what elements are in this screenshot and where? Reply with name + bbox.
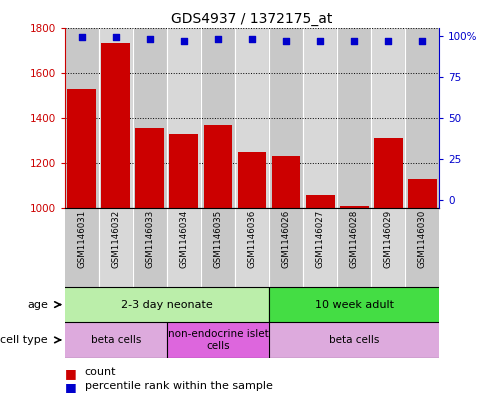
Point bbox=[248, 36, 256, 42]
Bar bbox=[99, 208, 133, 287]
Bar bbox=[405, 208, 439, 287]
Point bbox=[78, 34, 86, 40]
Text: GSM1146029: GSM1146029 bbox=[384, 210, 393, 268]
Text: GSM1146032: GSM1146032 bbox=[111, 210, 120, 268]
Bar bbox=[99, 208, 133, 287]
Bar bbox=[405, 28, 439, 208]
Bar bbox=[133, 28, 167, 208]
Text: GSM1146026: GSM1146026 bbox=[281, 210, 290, 268]
Text: beta cells: beta cells bbox=[91, 335, 141, 345]
Bar bbox=[235, 208, 269, 287]
Bar bbox=[167, 208, 201, 287]
Bar bbox=[238, 152, 266, 208]
Bar bbox=[374, 138, 403, 208]
Bar bbox=[101, 43, 130, 208]
Bar bbox=[303, 208, 337, 287]
Point bbox=[112, 34, 120, 40]
Point bbox=[316, 37, 324, 44]
Bar bbox=[269, 287, 439, 322]
Text: age: age bbox=[27, 299, 48, 310]
Bar bbox=[65, 287, 269, 322]
Bar bbox=[269, 322, 439, 358]
Bar bbox=[167, 322, 269, 358]
Point bbox=[146, 36, 154, 42]
Bar bbox=[337, 208, 371, 287]
Text: non-endocrine islet
cells: non-endocrine islet cells bbox=[168, 329, 268, 351]
Bar bbox=[201, 208, 235, 287]
Point bbox=[180, 37, 188, 44]
Bar bbox=[235, 28, 269, 208]
Point bbox=[214, 36, 222, 42]
Bar bbox=[135, 128, 164, 208]
Bar bbox=[303, 208, 337, 287]
Point bbox=[350, 37, 358, 44]
Bar bbox=[337, 208, 371, 287]
Text: ■: ■ bbox=[65, 367, 77, 380]
Bar bbox=[65, 28, 99, 208]
Text: count: count bbox=[85, 367, 116, 377]
Text: 2-3 day neonate: 2-3 day neonate bbox=[121, 299, 213, 310]
Bar bbox=[133, 208, 167, 287]
Bar bbox=[201, 208, 235, 287]
Text: GSM1146036: GSM1146036 bbox=[248, 210, 256, 268]
Point bbox=[282, 37, 290, 44]
Text: GSM1146028: GSM1146028 bbox=[350, 210, 359, 268]
Point bbox=[418, 37, 426, 44]
Bar bbox=[99, 28, 133, 208]
Point bbox=[384, 37, 392, 44]
Bar bbox=[269, 208, 303, 287]
Bar bbox=[408, 179, 437, 208]
Text: GSM1146027: GSM1146027 bbox=[315, 210, 324, 268]
Bar bbox=[271, 156, 300, 208]
Bar bbox=[371, 208, 405, 287]
Text: GSM1146031: GSM1146031 bbox=[77, 210, 86, 268]
Text: GSM1146030: GSM1146030 bbox=[418, 210, 427, 268]
Bar bbox=[371, 28, 405, 208]
Bar bbox=[269, 208, 303, 287]
Text: GSM1146034: GSM1146034 bbox=[180, 210, 189, 268]
Bar bbox=[405, 208, 439, 287]
Bar bbox=[305, 195, 334, 208]
Text: 10 week adult: 10 week adult bbox=[314, 299, 394, 310]
Title: GDS4937 / 1372175_at: GDS4937 / 1372175_at bbox=[171, 13, 333, 26]
Bar bbox=[65, 208, 99, 287]
Bar bbox=[65, 208, 99, 287]
Bar bbox=[65, 322, 167, 358]
Bar bbox=[167, 28, 201, 208]
Bar bbox=[170, 134, 199, 208]
Bar bbox=[67, 88, 96, 208]
Bar bbox=[337, 28, 371, 208]
Bar bbox=[167, 208, 201, 287]
Bar bbox=[133, 208, 167, 287]
Bar bbox=[235, 208, 269, 287]
Bar bbox=[269, 28, 303, 208]
Text: beta cells: beta cells bbox=[329, 335, 379, 345]
Bar bbox=[201, 28, 235, 208]
Text: GSM1146035: GSM1146035 bbox=[214, 210, 223, 268]
Bar bbox=[340, 206, 369, 208]
Text: ■: ■ bbox=[65, 381, 77, 393]
Text: percentile rank within the sample: percentile rank within the sample bbox=[85, 381, 273, 391]
Text: cell type: cell type bbox=[0, 335, 48, 345]
Text: GSM1146033: GSM1146033 bbox=[145, 210, 154, 268]
Bar bbox=[303, 28, 337, 208]
Bar bbox=[371, 208, 405, 287]
Bar bbox=[204, 125, 233, 208]
